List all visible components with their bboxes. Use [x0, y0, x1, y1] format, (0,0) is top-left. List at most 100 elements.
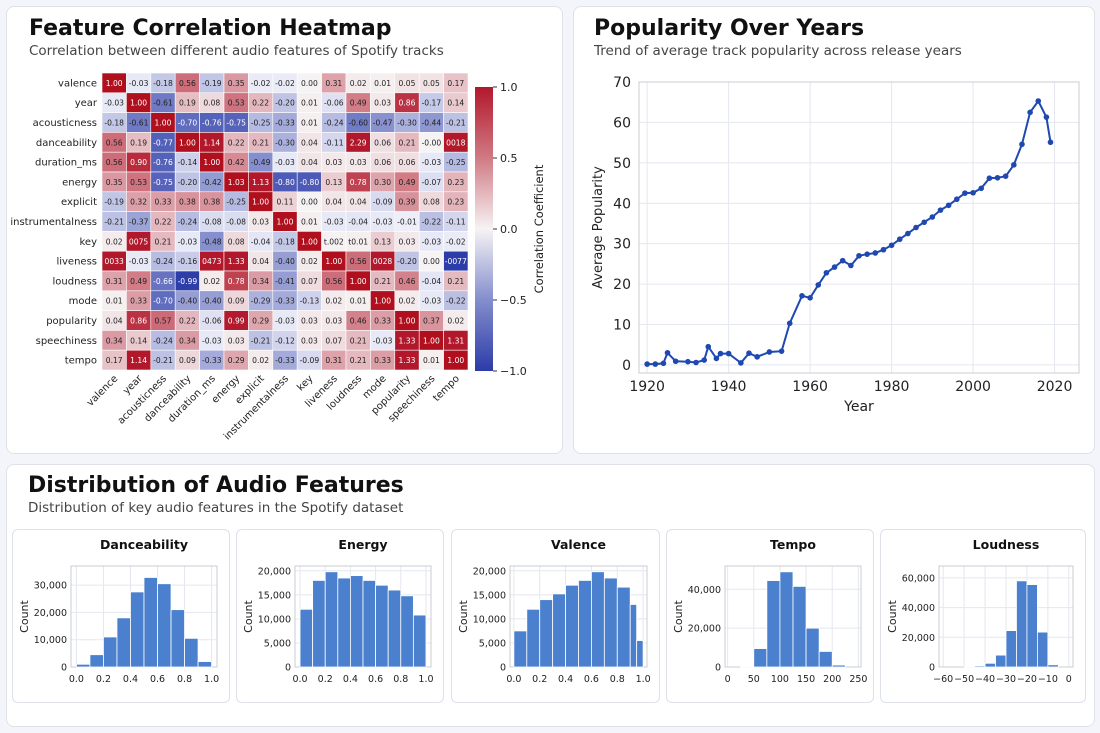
heatmap-cell-value: 0.17: [447, 79, 464, 88]
histogram-y-tick-label: 0: [500, 663, 506, 674]
histogram-x-tick-label: 0.0: [506, 674, 521, 685]
distribution-card: Distribution of Audio Features Distribut…: [6, 464, 1095, 727]
heatmap-row-label: acousticness: [33, 118, 97, 129]
histogram-bar: [197, 661, 212, 668]
popularity-data-point: [839, 257, 846, 264]
heatmap-cell-value: -0.80: [275, 178, 295, 187]
histogram-x-tick-label: −30: [996, 674, 1016, 685]
distribution-title: Distribution of Audio Features: [28, 473, 404, 498]
heatmap-cell-value: 0.08: [228, 237, 245, 246]
histogram-bar: [616, 586, 631, 668]
histogram-x-tick-label: 0.2: [318, 674, 333, 685]
heatmap-row-label: danceability: [36, 138, 97, 149]
heatmap-cell-value: -0.03: [422, 237, 442, 246]
heatmap-cell-value: -0077: [445, 257, 467, 266]
popularity-line-chart: 0 10 20 30 40 50 60 70 1920 1940 1960 1980 2000 2020 Y…: [591, 75, 1080, 415]
heatmap-cell-value: -0.03: [275, 158, 295, 167]
heatmap-cell-value: t.002: [324, 237, 344, 246]
heatmap-cell-value: -0.19: [202, 79, 222, 88]
heatmap-cell-value: 0.46: [350, 317, 367, 326]
heatmap-cell-value: 0.32: [130, 198, 147, 207]
histogram-x-tick-label: 150: [797, 674, 815, 685]
heatmap-cell-value: -0.04: [251, 237, 271, 246]
heatmap-cell-value: -0.21: [251, 336, 271, 345]
histogram-y-tick-label: 0: [929, 663, 935, 674]
heatmap-cell-value: 0.23: [447, 198, 464, 207]
histogram-y-tick-label: 10,000: [34, 635, 67, 646]
popularity-title: Popularity Over Years: [594, 16, 865, 41]
popularity-data-point: [644, 361, 650, 367]
heatmap-cell-value: -0.21: [446, 119, 466, 128]
popularity-data-point: [896, 236, 903, 243]
heatmap-cell-value: 0.11: [277, 198, 294, 207]
heatmap-cell-value: -0.03: [202, 336, 222, 345]
heatmap-cell-value: -0.47: [373, 119, 393, 128]
popularity-data-point: [872, 250, 879, 256]
heatmap-row-label: liveness: [56, 257, 97, 268]
histogram-x-tick-label: 0.4: [558, 674, 573, 685]
line-chart-x-tick-label: 1920: [629, 379, 665, 395]
line-chart-x-axis-label: Year: [843, 399, 874, 415]
heatmap-cell-value: 0.01: [106, 297, 123, 306]
heatmap-cell-value: -0.25: [446, 158, 466, 167]
popularity-data-point: [766, 349, 773, 355]
heatmap-cell-value: -0.44: [422, 119, 442, 128]
popularity-data-point: [1019, 141, 1025, 148]
heatmap-cell-value: 0.01: [350, 297, 367, 306]
popularity-data-point: [962, 190, 968, 196]
heatmap-row-label: popularity: [46, 316, 97, 327]
histogram-y-tick-label: 15,000: [473, 590, 506, 601]
heatmap-cell-value: 1.33: [399, 356, 416, 365]
heatmap-cell-value: 0.04: [301, 158, 318, 167]
histogram-bar: [362, 580, 376, 668]
histogram-x-tick-label: −10: [1038, 674, 1058, 685]
heatmap-cell-value: 0.01: [423, 356, 440, 365]
heatmap-cell-value: -0.60: [348, 119, 368, 128]
heatmap-cell-value: -0.20: [397, 257, 417, 266]
heatmap-col-label: tempo: [431, 373, 462, 404]
heatmap-cell-value: -0.70: [178, 119, 198, 128]
histogram-x-tick-label: 0.0: [292, 674, 307, 685]
correlation-heatmap: valencevalenceyearyearacousticnessacoust…: [10, 72, 546, 442]
popularity-data-point: [921, 219, 927, 226]
heatmap-subtitle: Correlation between different audio feat…: [29, 43, 444, 59]
heatmap-cell-value: 0.33: [130, 297, 147, 306]
heatmap-cell-value: -0.24: [153, 336, 173, 345]
heatmap-cell-value: 1.13: [252, 178, 269, 187]
popularity-data-point: [1043, 114, 1050, 120]
histogram-bar: [995, 654, 1007, 668]
heatmap-cell-value: -0.03: [324, 218, 344, 227]
popularity-data-point: [1002, 173, 1009, 179]
heatmap-cell-value: 0.29: [252, 317, 269, 326]
heatmap-cell-value: 0.02: [399, 297, 416, 306]
popularity-data-point: [725, 350, 732, 357]
histogram-y-tick-label: 20,000: [34, 608, 67, 619]
heatmap-cell-value: 0.03: [350, 158, 367, 167]
heatmap-cell-value: 1.00: [106, 79, 123, 88]
histogram-y-tick-label: 20,000: [902, 633, 935, 644]
heatmap-cell-value: 0.02: [203, 277, 220, 286]
histogram-bar: [565, 584, 579, 668]
heatmap-cell-value: 0.03: [301, 317, 318, 326]
heatmap-cell-value: 0.02: [106, 237, 123, 246]
histogram-bar: [324, 571, 339, 668]
tempo-histogram-card: Tempo 0 20,000 40,000 0 50 100 150 200 250 Count: [666, 529, 874, 703]
heatmap-cell-value: -0.02: [251, 79, 271, 88]
heatmap-cell-value: -0.18: [153, 79, 173, 88]
heatmap-cell-value: 0.21: [350, 336, 367, 345]
heatmap-cell-value: 1.00: [447, 356, 464, 365]
heatmap-cell-value: 0.56: [106, 138, 123, 147]
heatmap-cell-value: -0.03: [129, 257, 149, 266]
heatmap-cell-value: 0.86: [130, 317, 147, 326]
heatmap-cell-value: -0.30: [275, 138, 295, 147]
line-chart-x-tick-label: 1980: [874, 379, 910, 395]
heatmap-cell-value: -0.22: [446, 297, 466, 306]
popularity-data-point: [786, 320, 793, 327]
heatmap-col-label: key: [295, 373, 315, 393]
histogram-bar: [984, 662, 996, 668]
heatmap-row-label: instrumentalness: [10, 217, 97, 228]
tempo-histogram: Tempo 0 20,000 40,000 0 50 100 150 200 250 Count: [672, 537, 867, 685]
heatmap-cell-value: -0.02: [275, 79, 295, 88]
heatmap-cell-value: 1.31: [447, 336, 464, 345]
heatmap-cell-value: 0.21: [447, 277, 464, 286]
